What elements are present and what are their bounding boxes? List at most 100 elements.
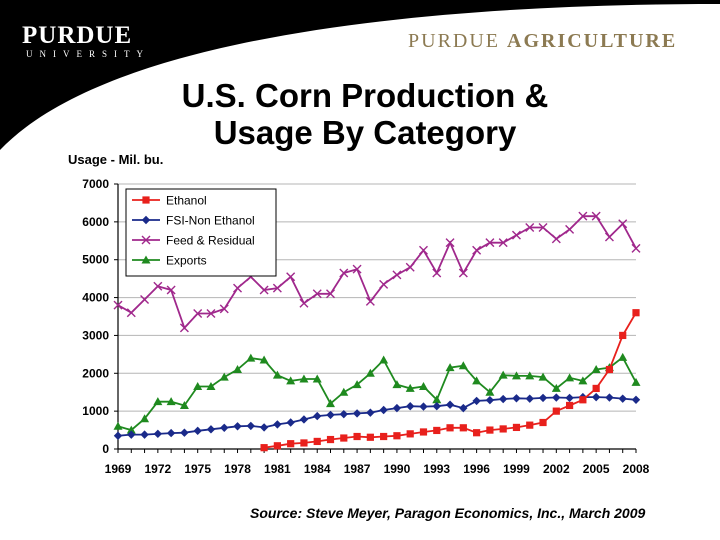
data-point-ethanol [605,365,614,374]
data-point-fsi-non-ethanol [352,409,362,418]
y-axis-label: Usage - Mil. bu. [68,152,163,167]
data-point-feed-residual [166,285,176,295]
data-point-exports [339,387,349,396]
data-point-fsi-non-ethanol [538,393,548,403]
purdue-agriculture-wordmark: PURDUE AGRICULTURE [408,30,677,53]
data-point-feed-residual [498,238,508,248]
data-point-feed-residual [458,268,468,278]
data-point-fsi-non-ethanol [631,395,641,404]
data-point-feed-residual [551,234,561,244]
source-citation: Source: Steve Meyer, Paragon Economics, … [250,505,646,521]
data-point-exports [432,395,442,404]
data-point-exports [458,361,468,370]
data-point-fsi-non-ethanol [220,423,229,432]
x-tick-label: 1999 [503,462,530,476]
data-point-exports [418,382,428,391]
data-point-ethanol [459,424,467,432]
data-point-feed-residual [233,283,243,293]
data-point-feed-residual [365,296,375,306]
data-point-fsi-non-ethanol [206,425,216,434]
data-point-ethanol [287,440,295,448]
data-point-exports [259,355,269,364]
data-point-exports [511,371,521,380]
data-point-exports [286,376,296,385]
x-tick-label: 2002 [543,462,570,476]
legend-entry: FSI-Non Ethanol [166,214,255,228]
data-point-fsi-non-ethanol [299,415,309,424]
data-point-feed-residual [472,245,482,255]
data-point-feed-residual [352,264,362,274]
data-point-feed-residual [286,272,296,282]
data-point-feed-residual [379,279,389,289]
data-point-ethanol [406,430,414,438]
data-point-exports [206,382,216,391]
legend-swatch-marker [141,255,151,264]
data-point-exports [405,383,415,392]
data-point-ethanol [579,396,587,404]
y-tick-label: 5000 [82,253,109,267]
x-tick-label: 1978 [224,462,251,476]
data-point-ethanol [552,407,560,415]
y-tick-label: 4000 [82,291,109,305]
data-point-fsi-non-ethanol [618,394,627,403]
data-point-exports [498,370,508,379]
data-point-fsi-non-ethanol [113,431,123,440]
data-point-fsi-non-ethanol [565,393,574,403]
data-point-feed-residual [206,308,216,318]
data-point-fsi-non-ethanol [259,423,269,432]
purdue-logo: PURDUE [22,22,133,49]
slide-title-line1: U.S. Corn Production & [181,77,549,114]
legend-entry: Ethanol [166,194,207,208]
data-point-fsi-non-ethanol [605,393,614,402]
data-point-feed-residual [631,243,641,253]
data-point-exports [166,397,176,406]
data-point-exports [193,382,203,391]
data-point-ethanol [499,425,507,433]
data-point-exports [219,372,229,381]
y-tick-label: 2000 [82,366,109,380]
data-point-fsi-non-ethanol [166,428,176,438]
legend-box [125,188,277,277]
data-point-feed-residual [591,211,601,221]
data-point-exports [326,399,336,408]
x-tick-label: 1972 [144,462,171,476]
data-point-feed-residual [538,223,548,233]
y-tick-label: 0 [102,442,109,456]
data-point-exports [485,387,495,396]
data-point-feed-residual [140,294,150,304]
x-tick-label: 1984 [304,462,331,476]
data-point-feed-residual [405,262,415,272]
data-point-fsi-non-ethanol [326,410,335,420]
slide-title-line2: Usage By Category [213,114,517,151]
data-point-feed-residual [445,238,455,248]
data-point-ethanol [539,418,547,427]
y-tick-label: 7000 [82,177,109,191]
data-point-exports [392,380,402,389]
purdue-logo-subtitle: UNIVERSITY [26,49,150,59]
x-tick-label: 1990 [384,462,411,476]
data-point-exports [140,414,150,423]
data-point-exports [618,352,628,361]
x-tick-label: 1993 [423,462,450,476]
data-point-fsi-non-ethanol [498,394,508,404]
y-tick-label: 3000 [82,328,109,342]
data-point-fsi-non-ethanol [180,428,189,437]
data-point-feed-residual [179,323,189,333]
data-point-exports [445,363,455,372]
x-tick-label: 1996 [463,462,490,476]
data-point-fsi-non-ethanol [459,403,468,413]
data-point-fsi-non-ethanol [525,394,534,403]
data-point-ethanol [260,444,268,452]
data-point-feed-residual [219,304,229,314]
data-point-exports [246,353,256,362]
data-point-exports [352,380,362,389]
legend-swatch-marker [142,196,150,204]
data-point-ethanol [300,439,308,447]
data-point-exports [153,397,163,406]
data-point-feed-residual [326,289,336,299]
wordmark-second: AGRICULTURE [507,30,678,52]
data-point-feed-residual [604,232,614,242]
header-banner [0,0,720,150]
data-point-ethanol [366,433,374,441]
data-point-ethanol [592,384,600,393]
